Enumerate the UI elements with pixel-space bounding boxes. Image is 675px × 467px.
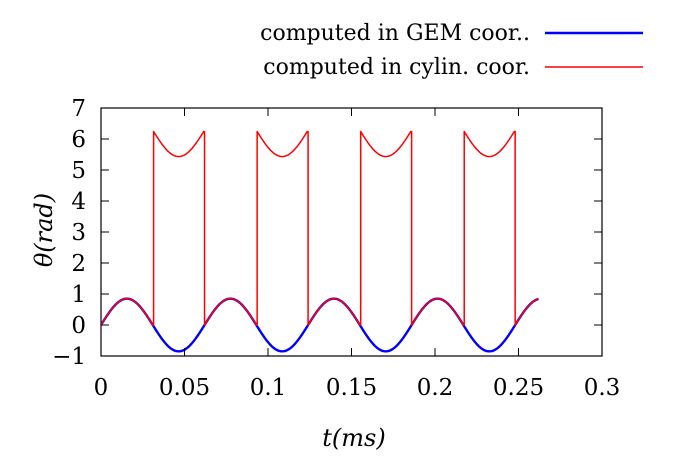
y-tick-label: 4 (71, 189, 86, 215)
y-tick-label: 0 (71, 313, 86, 339)
x-tick-label: 0.05 (159, 375, 210, 401)
y-axis-label: θ(rad) (30, 193, 58, 267)
x-axis-label: t(ms) (322, 424, 385, 452)
y-tick-label: 5 (71, 158, 86, 184)
x-tick-label: 0 (94, 375, 109, 401)
x-tick-label: 0.2 (417, 375, 454, 401)
series-line-cylindrical (100, 130, 539, 326)
y-tick-label: 6 (71, 127, 86, 153)
y-tick-label: 1 (71, 282, 86, 308)
series-line-gem (99, 297, 539, 353)
x-tick-label: 0.1 (250, 375, 287, 401)
legend: computed in GEM coor.. computed in cylin.… (260, 21, 643, 80)
x-tick-label: 0.3 (584, 375, 621, 401)
legend-label: computed in GEM coor.. (260, 21, 530, 46)
y-tick-label: 7 (71, 96, 86, 122)
plot-frame (100, 107, 603, 357)
y-tick-label: 3 (71, 220, 86, 246)
y-tick-label: 2 (71, 251, 86, 277)
axis-tick-labels: 0 0.05 0.1 0.15 0.2 0.25 0.3 −1 0 1 2 3 4 5 6 7 (52, 96, 620, 401)
x-tick-label: 0.15 (326, 375, 377, 401)
curves (99, 130, 539, 353)
x-tick-label: 0.25 (493, 375, 544, 401)
plot-area (100, 107, 603, 357)
axis-ticks (100, 107, 603, 357)
y-tick-label: −1 (52, 344, 86, 370)
legend-label: computed in cylin. coor. (263, 55, 530, 80)
